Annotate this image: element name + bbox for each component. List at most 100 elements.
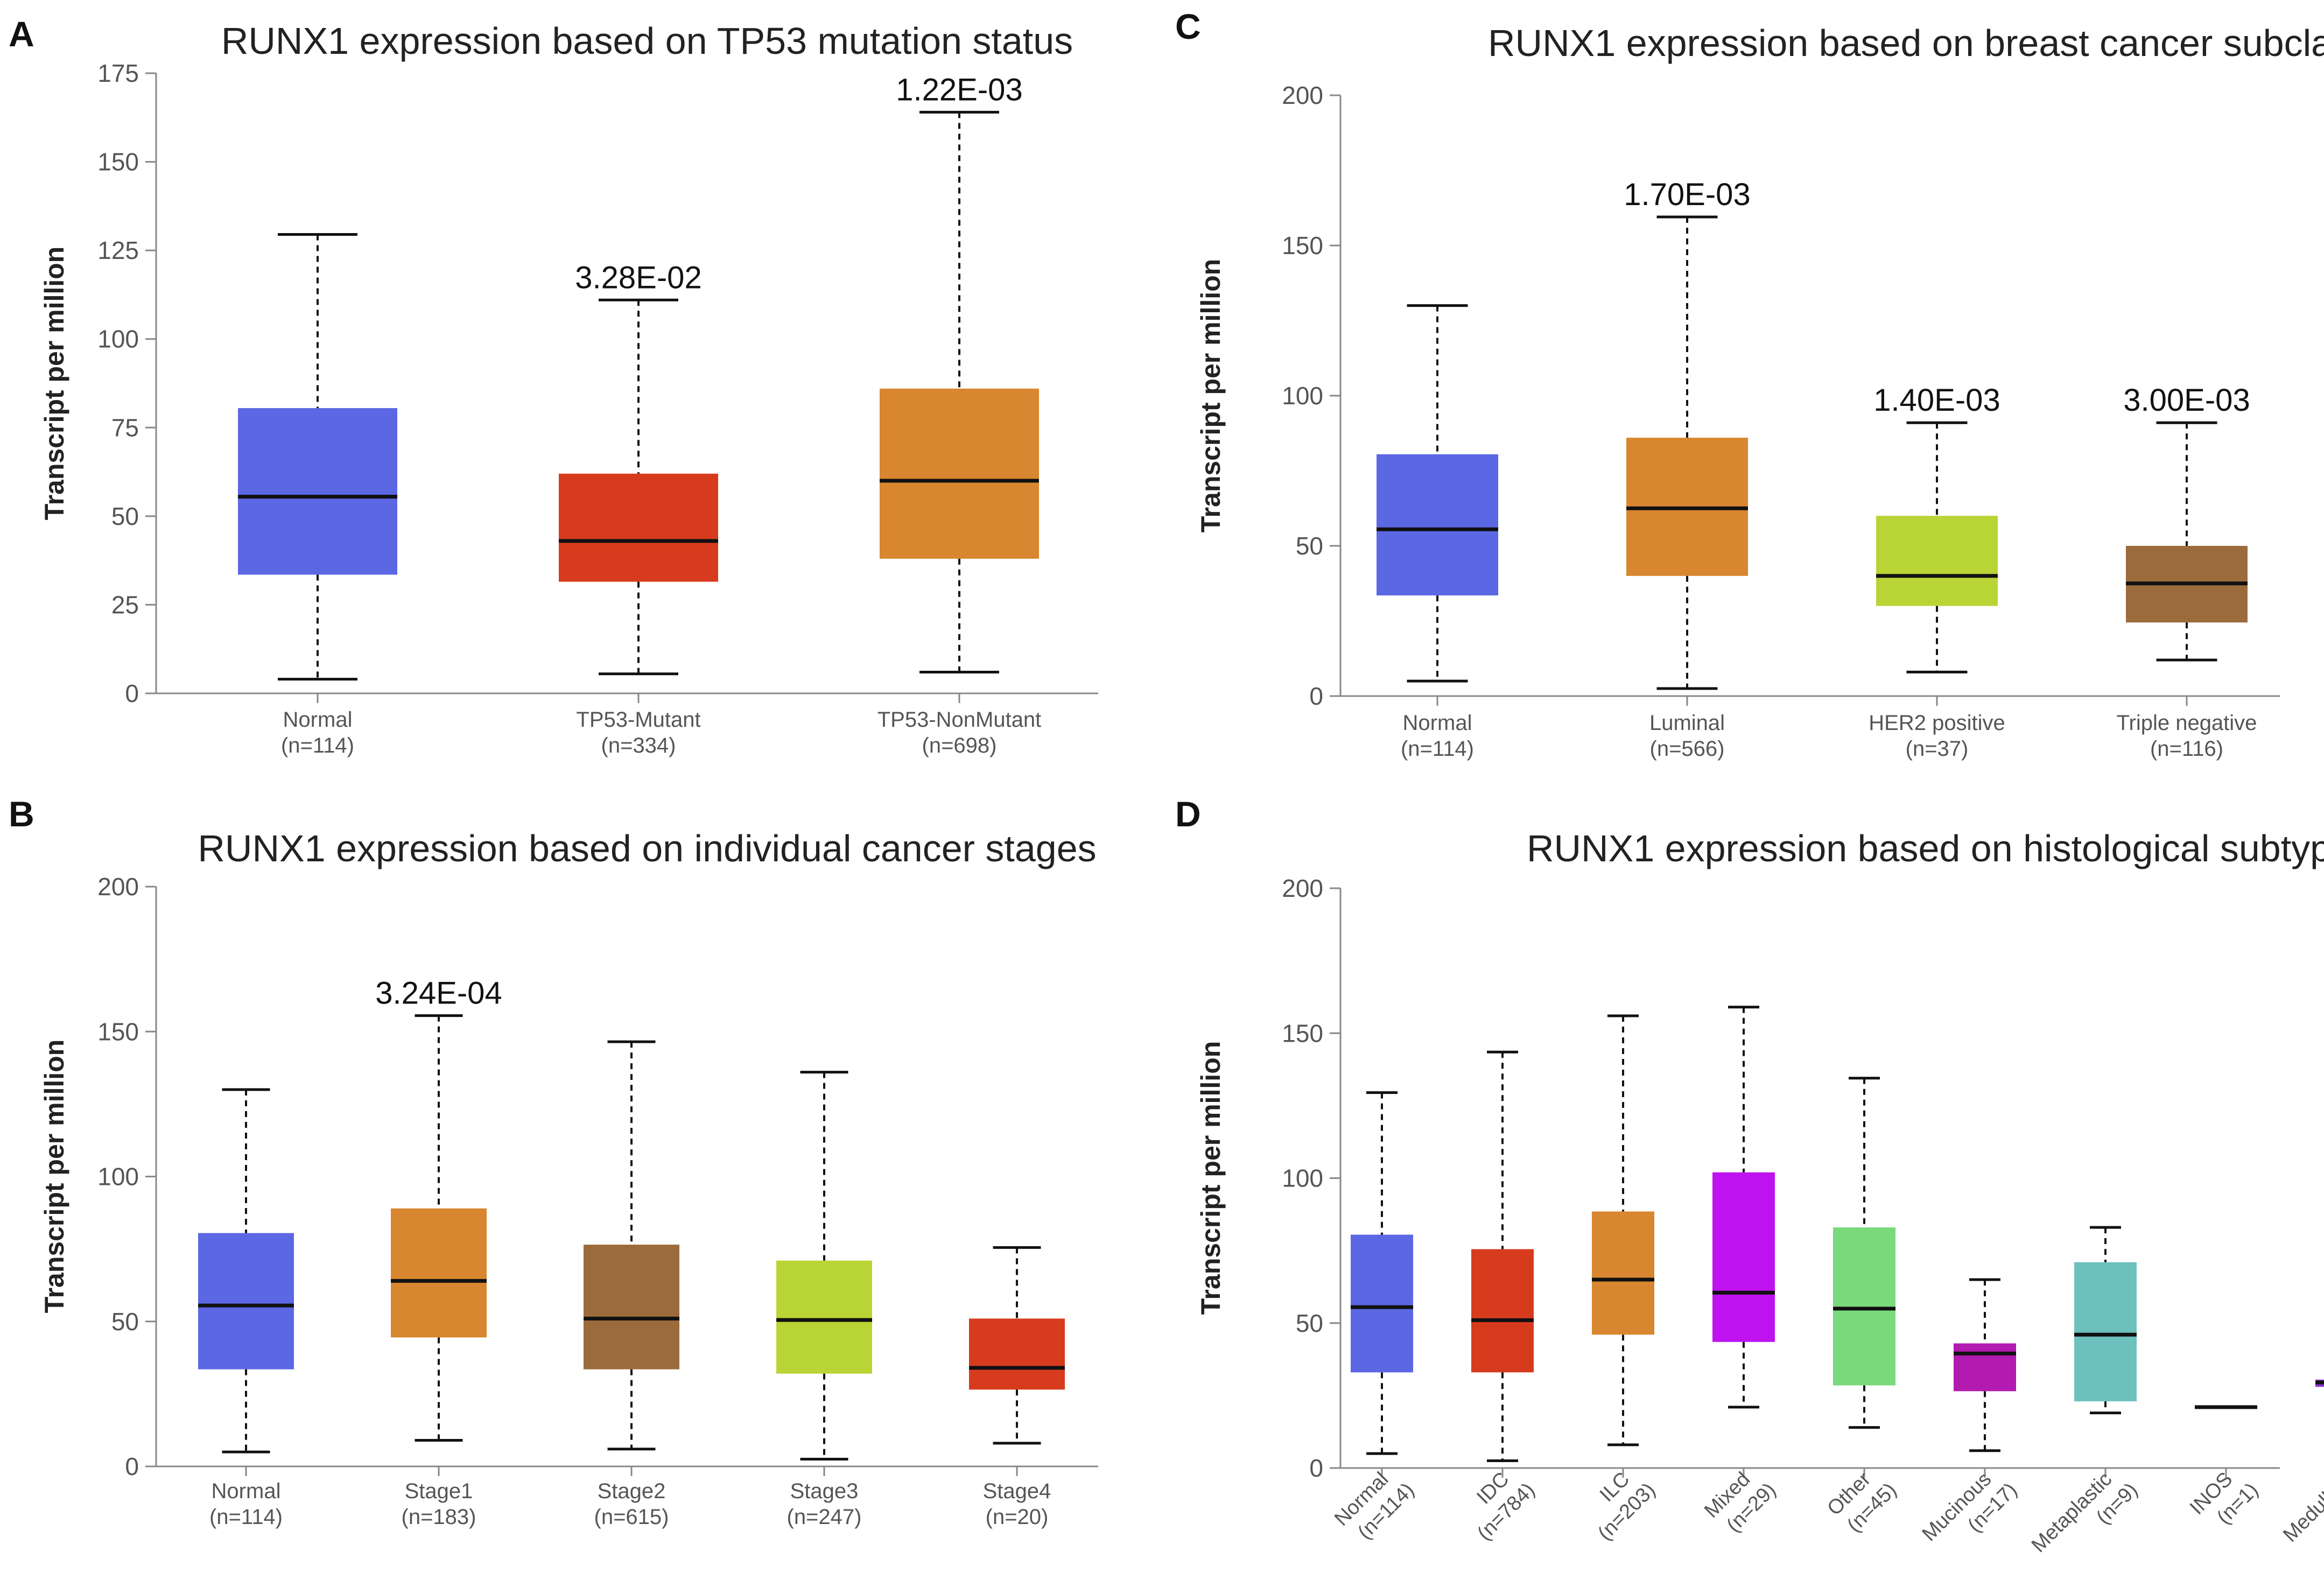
- x-category-count: (n=566): [1650, 737, 1725, 761]
- y-tick-label: 75: [111, 413, 139, 441]
- x-category-count: (n=334): [601, 734, 676, 757]
- x-category-label: Stage1: [405, 1479, 473, 1503]
- box-metaplastic: Metaplastic(n=9): [2027, 1226, 2142, 1557]
- y-tick-label: 0: [125, 679, 139, 707]
- y-tick-label: 200: [1282, 874, 1323, 902]
- y-tick-label: 0: [1309, 682, 1323, 710]
- y-tick-label: 50: [111, 502, 139, 530]
- y-tick-label: 150: [97, 1017, 139, 1045]
- x-category-count: (n=20): [986, 1505, 1049, 1529]
- iqr-box: [880, 388, 1039, 559]
- p-value-label: 1.40E-03: [1873, 383, 2000, 418]
- x-category-count: (n=183): [402, 1505, 476, 1529]
- y-tick-label: 50: [111, 1308, 139, 1336]
- box-medullary: Medullary(n=6): [2279, 1379, 2324, 1547]
- box-tp53-nonmutant: 1.22E-03 TP53-NonMutant(n=698): [877, 72, 1042, 757]
- x-category-count: (n=37): [1906, 737, 1969, 761]
- panel-a: A RUNX1 expression based on TP53 mutation…: [9, 14, 1098, 757]
- panel-c: C RUNX1 expression based on breast cancer…: [1175, 6, 2324, 761]
- panel-d: D RUNX1 expression based on histological …: [1175, 794, 2324, 1557]
- y-tick-label: 0: [125, 1452, 139, 1480]
- box-stage1: 3.24E-04 Stage1(n=183): [375, 976, 502, 1529]
- p-value-label: 3.24E-04: [375, 976, 502, 1011]
- y-axis-label: Transcript per million: [1196, 1041, 1226, 1315]
- iqr-box: [198, 1233, 294, 1370]
- y-tick-label: 100: [1282, 1164, 1323, 1192]
- iqr-box: [1712, 1172, 1775, 1342]
- x-category-label: Luminal: [1649, 711, 1725, 735]
- y-axis-label: Transcript per million: [39, 1040, 69, 1313]
- panel-letter: D: [1175, 794, 1201, 834]
- box-ilc: ILC(n=203): [1592, 1014, 1660, 1545]
- panel-letter: A: [9, 14, 34, 54]
- y-tick-label: 100: [97, 1163, 139, 1191]
- y-tick-label: 150: [97, 148, 139, 176]
- iqr-box: [1377, 454, 1498, 596]
- box-stage4: Stage4(n=20): [969, 1246, 1065, 1529]
- x-category-label: TP53-NonMutant: [877, 708, 1042, 732]
- x-category-label: Normal: [283, 708, 353, 732]
- p-value-label: 1.70E-03: [1624, 177, 1750, 212]
- box-stage3: Stage3(n=247): [776, 1071, 872, 1529]
- x-category-label: Stage2: [598, 1479, 666, 1503]
- y-tick-label: 150: [1282, 231, 1323, 259]
- y-tick-label: 200: [97, 873, 139, 901]
- x-category-label: Medullary: [2279, 1468, 2324, 1547]
- chart-title: RUNX1 expression based on breast cancer …: [1488, 22, 2324, 64]
- y-tick-label: 100: [1282, 382, 1323, 410]
- x-category-label: HER2 positive: [1869, 711, 2005, 735]
- x-category-count: (n=247): [787, 1505, 862, 1529]
- x-category-label: Stage4: [983, 1479, 1051, 1503]
- box-normal: Normal(n=114): [238, 233, 397, 757]
- x-category-count: (n=116): [2150, 737, 2223, 761]
- box-stage2: Stage2(n=615): [584, 1040, 679, 1529]
- iqr-box: [1876, 516, 1998, 606]
- iqr-box: [1351, 1234, 1413, 1373]
- x-category-label: TP53-Mutant: [576, 708, 700, 732]
- y-tick-label: 125: [97, 236, 139, 264]
- x-category-count: (n=114): [1401, 737, 1474, 761]
- iqr-box: [1592, 1211, 1654, 1335]
- panel-letter: B: [9, 794, 34, 834]
- box-normal: Normal(n=114): [1330, 1091, 1419, 1544]
- x-category-count: (n=114): [209, 1505, 283, 1529]
- box-mixed: Mixed(n=29): [1700, 1006, 1780, 1537]
- chart-title: RUNX1 expression based on TP53 mutation …: [221, 20, 1073, 62]
- y-tick-label: 150: [1282, 1019, 1323, 1047]
- iqr-box: [1471, 1249, 1534, 1373]
- y-tick-label: 25: [111, 591, 139, 619]
- box-normal: Normal(n=114): [198, 1088, 294, 1529]
- y-tick-label: 200: [1282, 81, 1323, 109]
- box-idc: IDC(n=784): [1471, 1050, 1539, 1545]
- iqr-box: [1833, 1227, 1895, 1386]
- box-triple-negative: 3.00E-03 Triple negative(n=116): [2117, 383, 2257, 761]
- panel-b: B RUNX1 expression based on individual ca…: [9, 794, 1098, 1529]
- y-tick-label: 0: [1309, 1454, 1323, 1482]
- box-mucinous: Mucinous(n=17): [1918, 1278, 2021, 1546]
- p-value-label: 3.28E-02: [575, 260, 701, 295]
- iqr-box: [2074, 1262, 2137, 1402]
- x-category-label: Stage3: [790, 1479, 859, 1503]
- x-category-count: (n=698): [922, 734, 997, 757]
- iqr-box: [391, 1208, 487, 1338]
- y-axis-label: Transcript per million: [39, 247, 69, 520]
- box-tp53-mutant: 3.28E-02 TP53-Mutant(n=334): [559, 260, 718, 757]
- iqr-box: [1954, 1343, 2016, 1392]
- x-category-label: Normal: [1403, 711, 1472, 735]
- chart-title: RUNX1 expression based on histological s…: [1527, 827, 2324, 869]
- x-category-label: Normal: [212, 1479, 281, 1503]
- iqr-box: [776, 1260, 872, 1374]
- y-tick-label: 175: [97, 59, 139, 87]
- box-luminal: 1.70E-03 Luminal(n=566): [1624, 177, 1750, 761]
- iqr-box: [969, 1318, 1065, 1390]
- chart-title: RUNX1 expression based on individual can…: [198, 827, 1096, 869]
- box-normal: Normal(n=114): [1377, 304, 1498, 761]
- p-value-label: 3.00E-03: [2123, 383, 2250, 418]
- p-value-label: 1.22E-03: [896, 72, 1022, 107]
- iqr-box: [238, 408, 397, 575]
- y-tick-label: 50: [1296, 532, 1323, 560]
- panel-letter: C: [1175, 6, 1201, 46]
- iqr-box: [559, 473, 718, 582]
- x-category-label: Triple negative: [2117, 711, 2257, 735]
